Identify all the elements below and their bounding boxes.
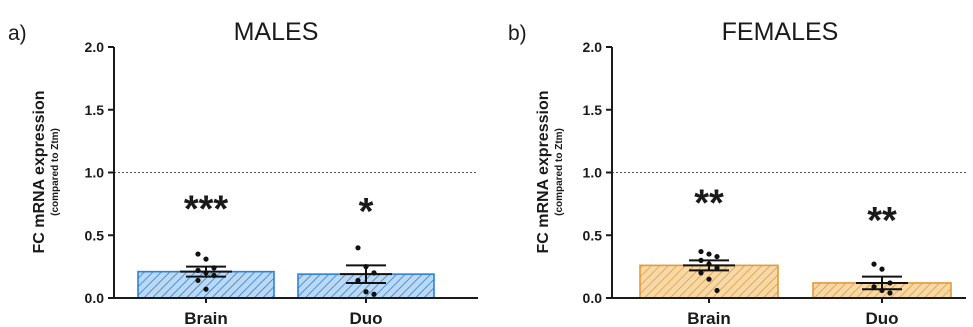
- significance-marker: **: [694, 182, 724, 224]
- y-axis-subtitle: (compared to Ztm): [50, 128, 61, 216]
- significance-marker: ***: [184, 189, 229, 231]
- data-point: [698, 257, 704, 263]
- y-axis-subtitle: (compared to Ztm): [554, 128, 565, 216]
- data-point: [879, 287, 885, 294]
- data-point: [203, 270, 209, 276]
- data-point: [706, 276, 712, 282]
- data-point: [363, 289, 369, 295]
- data-point: [363, 264, 369, 270]
- data-point: [211, 265, 217, 271]
- data-point: [714, 265, 720, 271]
- panel-females: b) FEMALES FC mRNA expression (compared …: [508, 18, 966, 327]
- data-point: [714, 253, 720, 260]
- y-tick-label: 1.0: [85, 165, 105, 181]
- data-point: [698, 248, 704, 255]
- y-tick-label: 0.5: [85, 227, 105, 243]
- data-point: [698, 270, 704, 276]
- data-point: [203, 286, 209, 292]
- y-tick-label: 2.0: [583, 39, 603, 55]
- category-label: Brain: [184, 309, 227, 327]
- significance-marker: **: [867, 200, 897, 242]
- data-point: [371, 291, 377, 297]
- chart-title: MALES: [234, 18, 319, 46]
- significance-marker: *: [359, 191, 374, 233]
- data-point: [371, 270, 377, 276]
- data-point: [871, 284, 877, 290]
- category-label: Brain: [687, 309, 730, 327]
- y-axis-label: FC mRNA expression (compared to Ztm): [535, 91, 565, 254]
- y-axis-title: FC mRNA expression: [31, 91, 48, 254]
- data-point: [714, 287, 720, 294]
- panel-label: b): [508, 22, 527, 45]
- data-point: [195, 267, 201, 273]
- y-tick-label: 1.5: [583, 102, 603, 118]
- data-point: [355, 277, 361, 284]
- y-tick-label: 2.0: [85, 39, 105, 55]
- category-label: Duo: [349, 309, 382, 327]
- y-axis-title: FC mRNA expression: [535, 91, 552, 254]
- category-label: Duo: [865, 309, 898, 327]
- panel-label: a): [8, 22, 27, 45]
- data-point: [879, 266, 885, 272]
- data-point: [355, 245, 361, 251]
- data-point: [195, 251, 201, 257]
- y-tick-label: 1.5: [85, 102, 105, 118]
- y-tick-label: 0.0: [85, 290, 105, 306]
- data-point: [887, 280, 893, 286]
- data-point: [706, 251, 712, 257]
- data-point: [887, 290, 893, 296]
- data-point: [211, 272, 217, 279]
- data-point: [203, 256, 209, 262]
- data-point: [195, 277, 201, 284]
- chart-title: FEMALES: [722, 18, 839, 46]
- y-tick-label: 0.0: [583, 290, 603, 306]
- y-tick-label: 1.0: [583, 165, 603, 181]
- data-point: [871, 261, 877, 267]
- y-tick-label: 0.5: [583, 227, 603, 243]
- data-point: [706, 261, 712, 267]
- panel-males: a) MALES FC mRNA expression (compared to…: [8, 18, 478, 327]
- y-axis-label: FC mRNA expression (compared to Ztm): [31, 91, 61, 254]
